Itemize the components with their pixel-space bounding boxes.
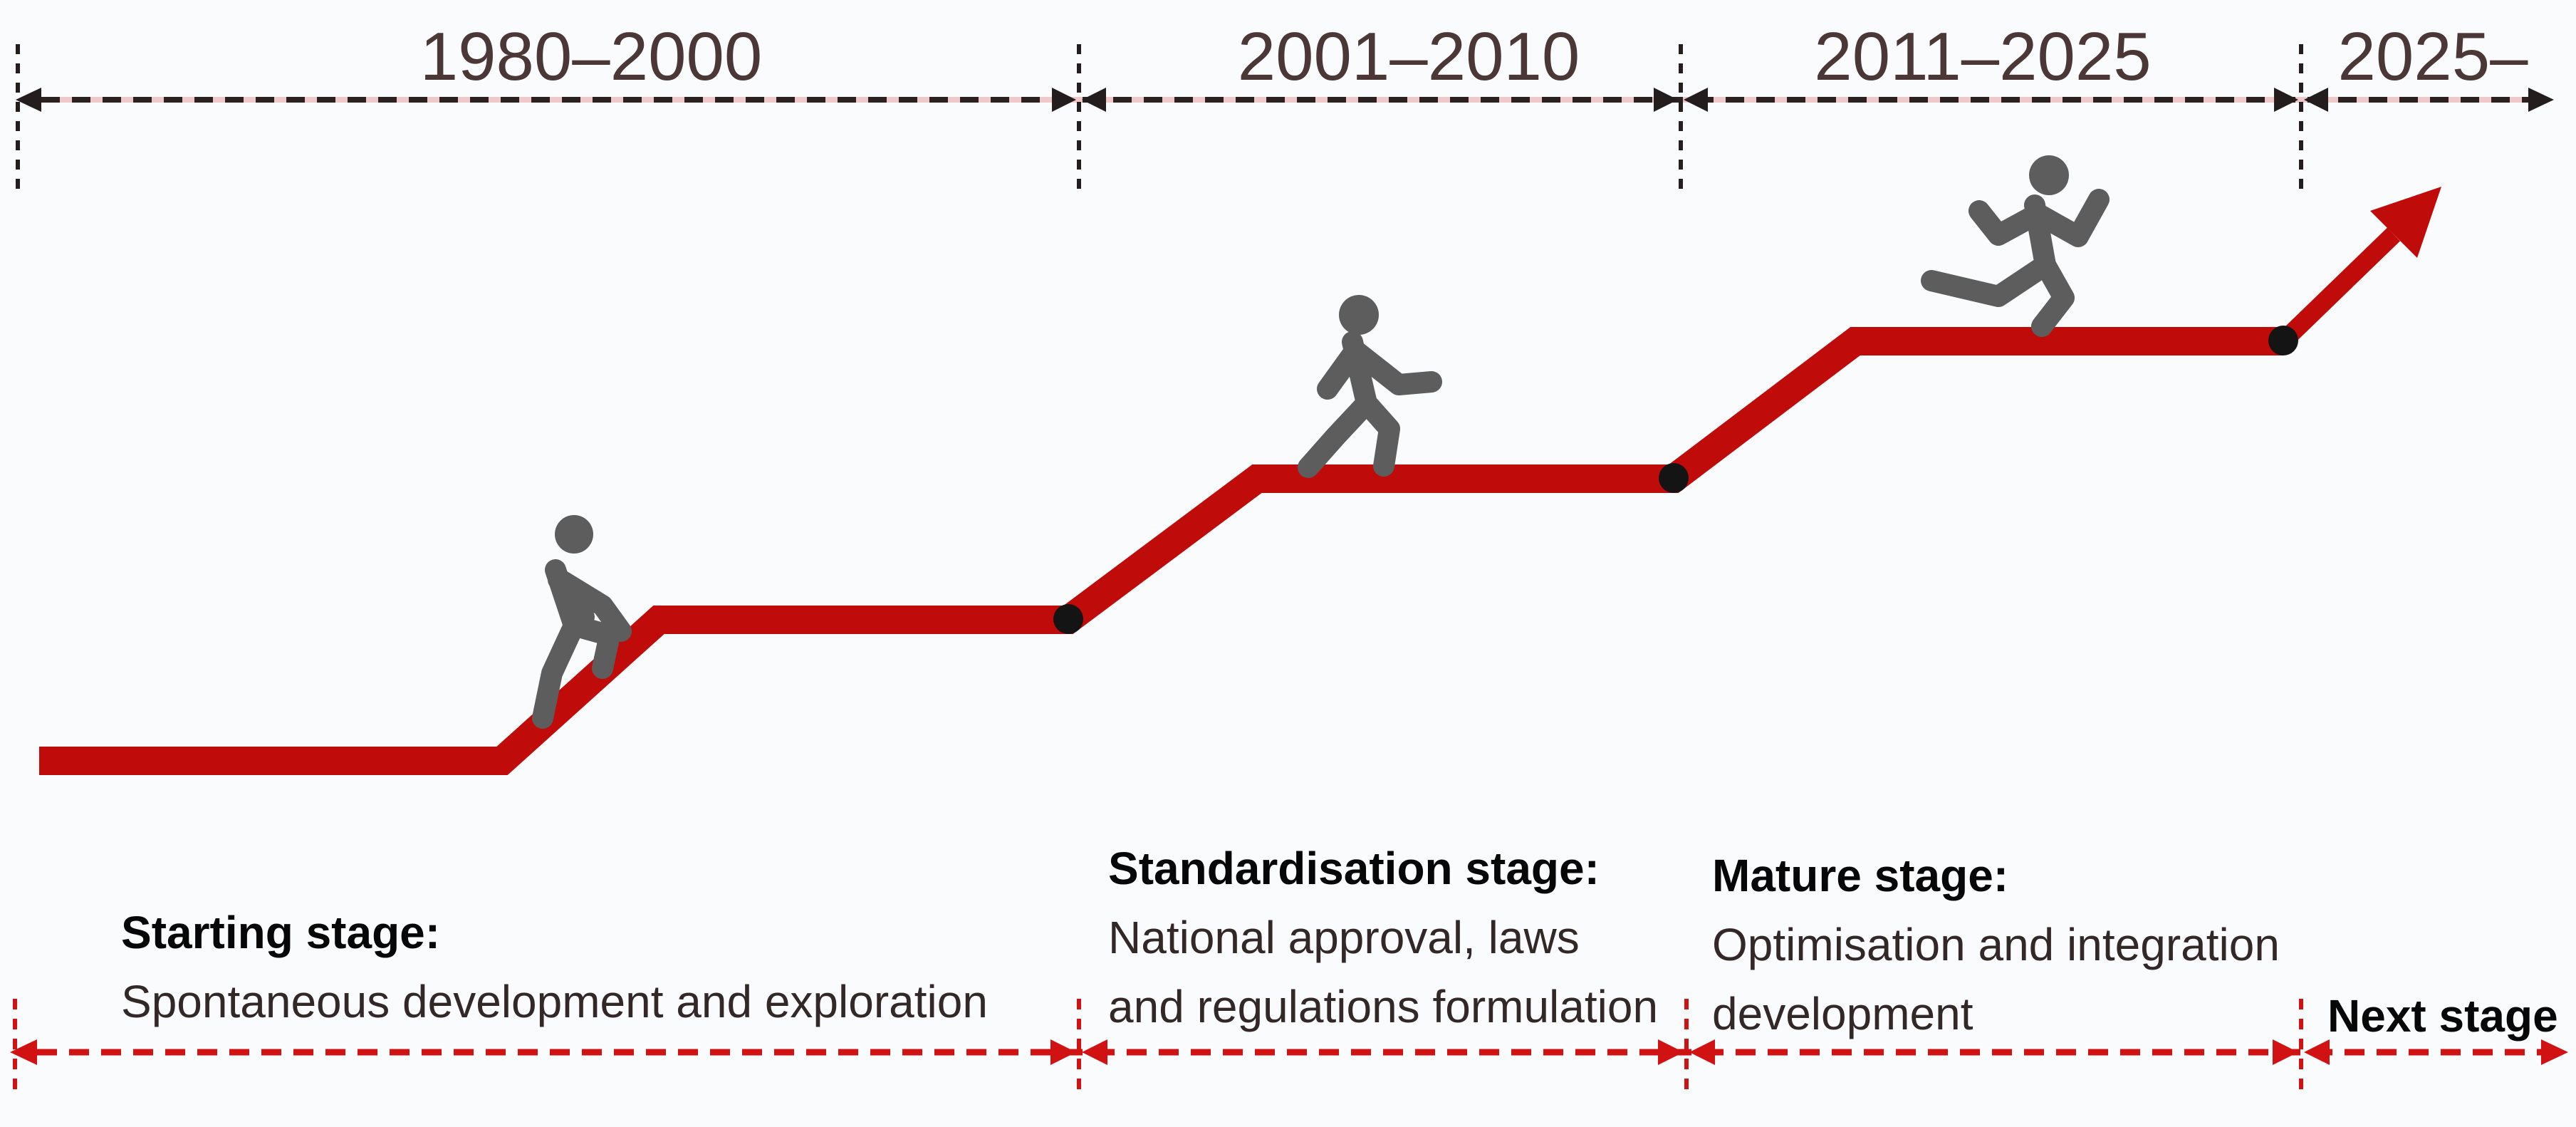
- climber-front-leg: [563, 615, 620, 679]
- step-dot-1: [1053, 604, 1083, 634]
- stage-block-standardisation: Standardisation stage: National approval…: [1108, 834, 1658, 1042]
- arrowhead-left-icon: [1082, 1039, 1107, 1065]
- staircase-path: [39, 327, 2283, 775]
- arrowhead-right-icon: [1654, 88, 1678, 112]
- period-label-2: 2001–2010: [1237, 19, 1580, 95]
- walker-rear-arm: [1317, 340, 1366, 400]
- runner-front-leg: [2031, 254, 2075, 337]
- runner-front-arm: [2027, 189, 2110, 247]
- stage-line: development: [1712, 988, 1973, 1039]
- climber-head: [555, 515, 593, 554]
- growth-arrow-shaft: [2276, 227, 2401, 348]
- arrowhead-right-icon: [2273, 1039, 2298, 1065]
- walker-head: [1339, 295, 1379, 335]
- stage-line: Optimisation and integration: [1712, 919, 2280, 970]
- stage-block-next: Next stage: [2327, 982, 2558, 1051]
- step-dot-2: [1659, 463, 1689, 493]
- arrowhead-left-icon: [16, 88, 41, 112]
- stage-line: National approval, laws: [1108, 912, 1580, 963]
- stage-heading: Next stage: [2327, 990, 2558, 1042]
- climbing-person-icon: [532, 515, 632, 729]
- top-timeline-arrowheads: [16, 88, 2554, 112]
- runner-head: [2029, 155, 2069, 195]
- stage-line: Spontaneous development and exploration: [121, 976, 988, 1027]
- stage-heading: Starting stage:: [121, 907, 441, 958]
- stage-heading: Standardisation stage:: [1108, 843, 1600, 894]
- arrowhead-right-icon: [1050, 1039, 1076, 1065]
- figures: [532, 155, 2110, 729]
- arrowhead-left-icon: [1082, 88, 1106, 112]
- stage-block-starting: Starting stage: Spontaneous development …: [121, 898, 988, 1037]
- arrowhead-right-icon: [2541, 1039, 2568, 1065]
- running-person-icon: [1921, 155, 2110, 337]
- arrowhead-right-icon: [1052, 88, 1076, 112]
- arrowhead-left-icon: [2304, 1039, 2330, 1065]
- arrowhead-right-icon: [2528, 88, 2554, 112]
- period-label-3: 2011–2025: [1814, 19, 2152, 95]
- bottom-timeline: [10, 999, 2568, 1091]
- walking-person-icon: [1298, 295, 1442, 478]
- stage-block-mature: Mature stage: Optimisation and integrati…: [1712, 841, 2280, 1049]
- top-timeline: [16, 44, 2554, 189]
- period-label-4: 2025–: [2337, 19, 2528, 95]
- stage-heading: Mature stage:: [1712, 850, 2009, 901]
- period-label-1: 1980–2000: [419, 19, 763, 95]
- arrowhead-left-icon: [2304, 88, 2328, 112]
- walker-front-leg: [1356, 393, 1400, 477]
- arrowhead-left-icon: [10, 1039, 37, 1065]
- arrowhead-right-icon: [1658, 1039, 1684, 1065]
- arrowhead-right-icon: [2274, 88, 2298, 112]
- step-dot-3: [2268, 326, 2298, 355]
- runner-rear-leg: [1921, 254, 2056, 307]
- climber-rear-leg: [532, 615, 585, 729]
- growth-arrow-head: [2370, 187, 2441, 258]
- climber-rear-arm: [548, 569, 595, 628]
- walker-front-arm: [1345, 340, 1442, 395]
- arrowhead-left-icon: [1684, 88, 1708, 112]
- runner-rear-arm: [1968, 200, 2048, 246]
- arrowhead-left-icon: [1689, 1039, 1715, 1065]
- stage-line: and regulations formulation: [1108, 981, 1659, 1032]
- growth-arrow-icon: [2276, 187, 2441, 348]
- bottom-timeline-arrowheads: [10, 1039, 2568, 1065]
- walker-rear-leg: [1298, 393, 1377, 478]
